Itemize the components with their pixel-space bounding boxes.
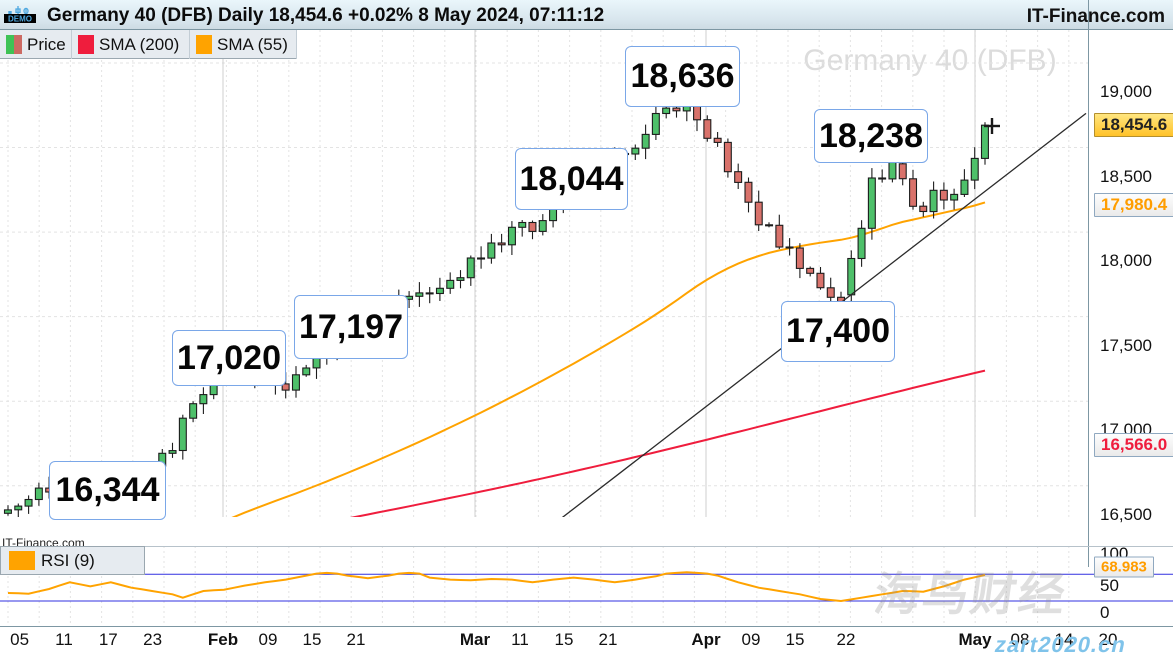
svg-text:DEMO: DEMO	[8, 15, 32, 24]
